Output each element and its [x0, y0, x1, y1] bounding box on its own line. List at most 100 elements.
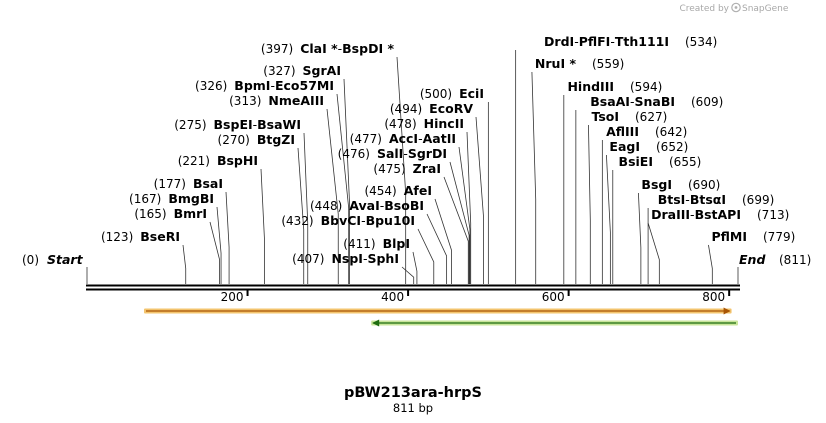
site-separator: - [361, 213, 366, 228]
site-bsaai: BsaAI - SnaBI (609) [590, 94, 723, 109]
site-bmri: (165) BmrI [134, 206, 207, 221]
site-acci: (477) AccI - AatII [350, 131, 456, 146]
site-name: Bpu10I [366, 213, 415, 228]
site-drdi: DrdI - PflFI - Tth111I (534) [544, 34, 717, 49]
site-afei: (454) AfeI [364, 183, 432, 198]
site-leader [326, 108, 339, 284]
site-name: BmrI [174, 206, 207, 221]
ruler-tick [567, 290, 570, 296]
site-name: NruI * [535, 56, 577, 71]
site-position: (699) [742, 193, 774, 207]
site-name: BsoBI [384, 198, 424, 213]
site-position: (270) [218, 133, 250, 147]
site-leader [531, 71, 537, 284]
site-position: (627) [635, 110, 667, 124]
site-name: BspDI * [342, 41, 394, 56]
site-bsai: (177) BsaI [154, 176, 223, 191]
site-leader [182, 244, 187, 284]
site-separator: - [270, 78, 275, 93]
site-name: BmgBI [168, 191, 214, 206]
site-name: HincII [424, 116, 464, 131]
ruler-tick-label: 600 [542, 290, 565, 304]
site-bsiei: BsiEI (655) [619, 154, 702, 169]
site-nrui: NruI * (559) [535, 56, 624, 71]
site-leader [466, 131, 472, 284]
forward-feature[interactable] [143, 307, 732, 315]
site-blpi: (411) BlpI [343, 236, 410, 251]
arrow-right-icon [723, 307, 731, 315]
site-separator: - [610, 34, 615, 49]
site-leader [336, 93, 350, 284]
site-leader [588, 124, 591, 284]
site-bseri: (123) BseRI [101, 229, 180, 244]
site-name: BseRI [140, 229, 180, 244]
site-leader [343, 78, 350, 284]
site-position: (448) [310, 199, 342, 213]
site-btgzi: (270) BtgZI [218, 132, 295, 147]
site-name: AccI [389, 131, 418, 146]
site-hindiii: HindIII (594) [567, 79, 662, 94]
site-separator: - [380, 198, 385, 213]
end-position: (811) [779, 253, 811, 267]
site-leader [303, 132, 309, 284]
site-bpmi: (326) BpmI - Eco57MI [195, 78, 334, 93]
backbone-bottom-strand [86, 288, 740, 291]
site-name: PflFI [579, 34, 611, 49]
site-name: PflMI [711, 229, 747, 244]
start-marker: (0) Start [22, 252, 88, 284]
snapgene-logo-icon [731, 2, 741, 13]
site-name: AfeI [404, 183, 432, 198]
site-position: (477) [350, 132, 382, 146]
site-position: (478) [384, 117, 416, 131]
site-name: BlpI [383, 236, 410, 251]
site-bspei: (275) BspEI - BsaWI [174, 117, 301, 132]
site-position: (534) [685, 35, 717, 49]
site-position: (500) [420, 87, 452, 101]
site-leader [209, 221, 220, 284]
site-separator: - [574, 34, 579, 49]
site-avai: (448) AvaI - BsoBI [310, 198, 424, 213]
site-position: (165) [134, 207, 166, 221]
site-position: (123) [101, 230, 133, 244]
snapgene-credit: Created by SnapGene [679, 2, 789, 14]
site-leader [443, 176, 469, 284]
arrow-left-icon [372, 319, 380, 327]
site-leader [417, 228, 435, 284]
start-position: (0) [22, 253, 39, 267]
site-leader [216, 206, 222, 284]
site-separator: - [630, 94, 635, 109]
site-name: ZraI [413, 161, 441, 176]
end-label: End [739, 252, 766, 267]
site-nspi: (407) NspI - SphI [292, 251, 399, 266]
site-position: (475) [373, 162, 405, 176]
site-leader [458, 146, 471, 284]
site-name: HindIII [567, 79, 614, 94]
site-position: (655) [669, 155, 701, 169]
site-name: AatII [423, 131, 456, 146]
site-position: (454) [364, 184, 396, 198]
ruler-ticks: 200 400 600 800 [221, 290, 731, 304]
ruler-tick-label: 200 [221, 290, 244, 304]
site-leader [708, 244, 713, 284]
site-leaders [182, 50, 713, 284]
start-label: Start [47, 252, 84, 267]
site-position: (594) [630, 80, 662, 94]
reverse-feature[interactable] [371, 319, 738, 327]
site-name: BsgI [641, 177, 672, 192]
site-position: (177) [154, 177, 186, 191]
site-leader [606, 154, 611, 284]
site-name: Tth111I [615, 34, 669, 49]
site-position: (713) [757, 208, 789, 222]
site-position: (221) [178, 154, 210, 168]
site-position: (779) [763, 230, 795, 244]
site-bsgi: BsgI (690) [641, 177, 720, 192]
site-position: (407) [292, 252, 324, 266]
site-leader [260, 168, 265, 284]
site-name: BsaAI [590, 94, 630, 109]
site-leader [638, 192, 642, 284]
site-sgrai: (327) SgrAI [263, 63, 341, 78]
site-position: (690) [688, 178, 720, 192]
site-name: BsaWI [257, 117, 301, 132]
site-nmeaiii: (313) NmeAIII [229, 93, 324, 108]
site-leader [475, 116, 484, 284]
